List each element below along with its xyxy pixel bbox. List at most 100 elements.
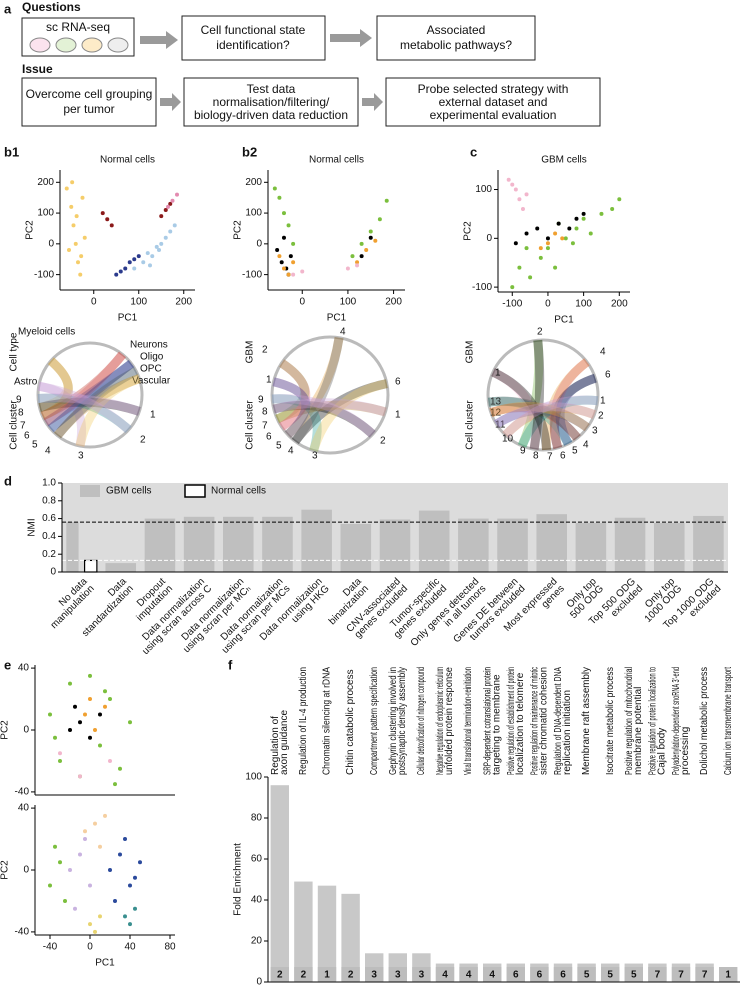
x-tick-label-group: Isocitrate metabolic process <box>605 667 616 775</box>
point <box>277 254 282 259</box>
box-text: sc RNA-seq <box>46 20 110 34</box>
box <box>376 15 536 61</box>
cluster-label: 4 <box>489 970 495 981</box>
point <box>355 260 360 265</box>
cluster-label: 6 <box>560 970 566 981</box>
point <box>291 260 296 265</box>
box-text: normalisation/filtering/ <box>213 95 330 109</box>
bar <box>497 518 528 572</box>
y-tick-label: -100 <box>242 269 262 280</box>
chord-label: 3 <box>592 426 598 437</box>
point <box>281 235 286 240</box>
point <box>88 697 92 702</box>
questions-title: Questions <box>22 0 81 14</box>
point <box>538 255 543 260</box>
y-axis-label: PC2 <box>463 221 474 241</box>
bar <box>693 515 724 572</box>
chord-ring <box>486 338 600 452</box>
point <box>520 207 525 212</box>
cluster-label: 6 <box>513 970 519 981</box>
y-tick-label: 0 <box>486 233 492 244</box>
y-tick-label: 100 <box>245 772 262 783</box>
x-tick-label-group: Cellular detoxification of nitrogen comp… <box>416 667 427 775</box>
x-tick-label: axon guidance <box>279 710 290 775</box>
x-tick-label: Chromatin silencing at rDNA <box>322 667 333 775</box>
chord-label: 2 <box>140 435 146 446</box>
x-tick-label: sister chromatid cohesion <box>539 667 550 775</box>
point <box>103 689 107 694</box>
x-tick-label: 0 <box>87 942 93 953</box>
point <box>163 235 168 240</box>
x-tick-label-group: Negative regulation of endoplasmic retic… <box>435 667 455 775</box>
cluster-box <box>459 967 478 981</box>
y-axis-label: PC2 <box>0 860 11 880</box>
chord <box>37 381 132 434</box>
point <box>93 728 97 732</box>
bar <box>458 518 489 572</box>
y-tick-label: 0.6 <box>42 513 56 524</box>
y-tick-label: 1.0 <box>42 478 56 489</box>
cluster-box <box>718 967 738 981</box>
chord <box>487 396 573 446</box>
point <box>114 272 119 277</box>
chord <box>309 379 388 452</box>
x-tick-label: targeting to membrane <box>491 674 502 775</box>
cluster-label: 7 <box>702 970 708 981</box>
point <box>103 813 107 818</box>
panel-label: b2 <box>242 144 257 159</box>
chord-side-label: Cell cluster <box>245 400 256 450</box>
y-tick-label: 0 <box>256 977 262 988</box>
chord-label: Oligo <box>140 352 164 363</box>
chord-label: 7 <box>547 452 553 463</box>
y-axis-label: NMI <box>27 518 38 536</box>
x-tick-label-group: Viral translational termination-reinitia… <box>463 667 474 775</box>
box-text: Test data <box>247 82 296 96</box>
x-tick-label: 100 <box>130 297 147 308</box>
chord <box>489 401 590 432</box>
box-text: experimental evaluation <box>430 108 557 122</box>
x-axis-label: PC1 <box>95 958 115 969</box>
brain-icon <box>29 37 51 53</box>
cluster-label: 5 <box>607 970 613 981</box>
point <box>291 272 296 277</box>
y-axis-label: PC2 <box>0 720 11 740</box>
chord <box>47 359 135 433</box>
point <box>53 844 57 849</box>
chord <box>555 373 597 446</box>
chord <box>37 381 87 447</box>
point <box>127 260 132 265</box>
cluster-label: 7 <box>678 970 684 981</box>
chord-label: 8 <box>18 408 24 419</box>
chord <box>272 400 376 438</box>
bar <box>536 514 567 572</box>
box-text: identification? <box>216 38 290 52</box>
panel-label: c <box>470 144 477 159</box>
point <box>128 720 132 725</box>
point <box>513 187 518 192</box>
point <box>545 241 550 246</box>
point <box>48 883 52 888</box>
point <box>123 266 128 271</box>
legend-swatch <box>80 485 100 497</box>
point <box>545 246 550 251</box>
chord-side-label: GBM <box>465 341 476 364</box>
x-tick-label-group: Positive regulation of mitochondrialmemb… <box>624 667 644 775</box>
point <box>109 223 114 228</box>
point <box>82 235 87 240</box>
cluster-label: 3 <box>371 970 377 981</box>
point <box>154 244 159 249</box>
point <box>279 260 284 265</box>
x-tick-label: 200 <box>611 299 628 310</box>
cluster-label: 1 <box>324 970 330 981</box>
point <box>377 217 382 222</box>
cluster-box <box>671 967 691 981</box>
point <box>105 217 110 222</box>
point <box>150 254 155 259</box>
issue-title: Issue <box>22 62 53 76</box>
y-tick-label: 0.4 <box>42 531 56 542</box>
x-tick-label: 200 <box>175 297 192 308</box>
x-tick-label: SRP-dependent cotranslational protein <box>482 667 493 775</box>
y-tick-label: 0 <box>23 725 29 736</box>
point <box>118 766 122 771</box>
